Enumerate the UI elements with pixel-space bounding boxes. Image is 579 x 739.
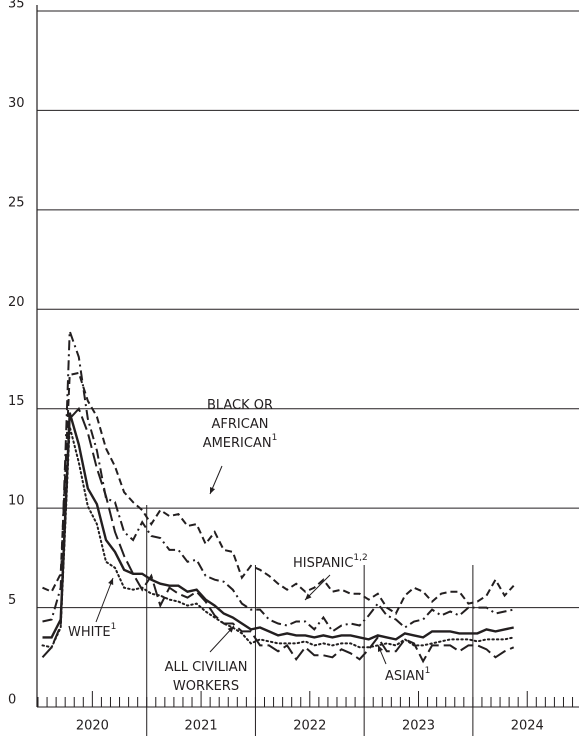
series-label-sup: 1 bbox=[425, 666, 431, 676]
series-label: WORKERS bbox=[173, 679, 239, 694]
series-label-text: AMERICAN bbox=[203, 436, 272, 451]
series-label: WHITE1 bbox=[68, 622, 116, 640]
series-label-text: HISPANIC bbox=[293, 556, 353, 571]
series-label: HISPANIC1,2 bbox=[293, 553, 368, 571]
y-tick-label: 5 bbox=[8, 593, 16, 608]
y-tick-label: 35 bbox=[8, 0, 25, 12]
arrow-head bbox=[377, 645, 384, 652]
x-year-label: 2024 bbox=[511, 719, 544, 734]
arrow-head bbox=[210, 487, 216, 494]
series-label-sup: 1 bbox=[272, 433, 278, 443]
series-label: AFRICAN bbox=[212, 417, 269, 432]
y-tick-label: 10 bbox=[8, 494, 25, 509]
series-label: ALL CIVILIAN bbox=[165, 660, 248, 675]
series-label-text: WHITE bbox=[68, 625, 111, 640]
x-year-label: 2022 bbox=[293, 719, 326, 734]
series-label-text: ASIAN bbox=[385, 669, 425, 684]
series-label: ASIAN1 bbox=[385, 666, 430, 684]
x-year-label: 2020 bbox=[76, 719, 109, 734]
series-line bbox=[41, 406, 515, 664]
series-line bbox=[41, 426, 515, 649]
annotation-arrow bbox=[95, 577, 114, 623]
series-line bbox=[42, 412, 514, 641]
series-label-text: ALL CIVILIAN bbox=[165, 660, 248, 675]
y-tick-label: 20 bbox=[8, 295, 25, 310]
series-label-text: AFRICAN bbox=[212, 417, 269, 432]
series-line bbox=[42, 330, 514, 633]
series-label-sup: 1 bbox=[111, 622, 117, 632]
series-label-text: WORKERS bbox=[173, 679, 239, 694]
y-tick-label: 15 bbox=[8, 394, 25, 409]
series-label: BLACK OR bbox=[207, 398, 273, 413]
y-tick-label: 0 bbox=[8, 693, 16, 708]
y-tick-label: 25 bbox=[8, 195, 25, 210]
x-year-label: 2023 bbox=[402, 719, 435, 734]
series-label-sup: 1,2 bbox=[353, 553, 367, 563]
series-line bbox=[42, 371, 515, 615]
y-tick-label: 30 bbox=[8, 96, 25, 111]
x-year-label: 2021 bbox=[185, 719, 218, 734]
series-label: AMERICAN1 bbox=[203, 433, 278, 451]
arrow-head bbox=[305, 593, 312, 600]
arrow-head bbox=[227, 626, 234, 633]
series-label-text: BLACK OR bbox=[207, 398, 273, 413]
arrow-head bbox=[108, 578, 114, 585]
